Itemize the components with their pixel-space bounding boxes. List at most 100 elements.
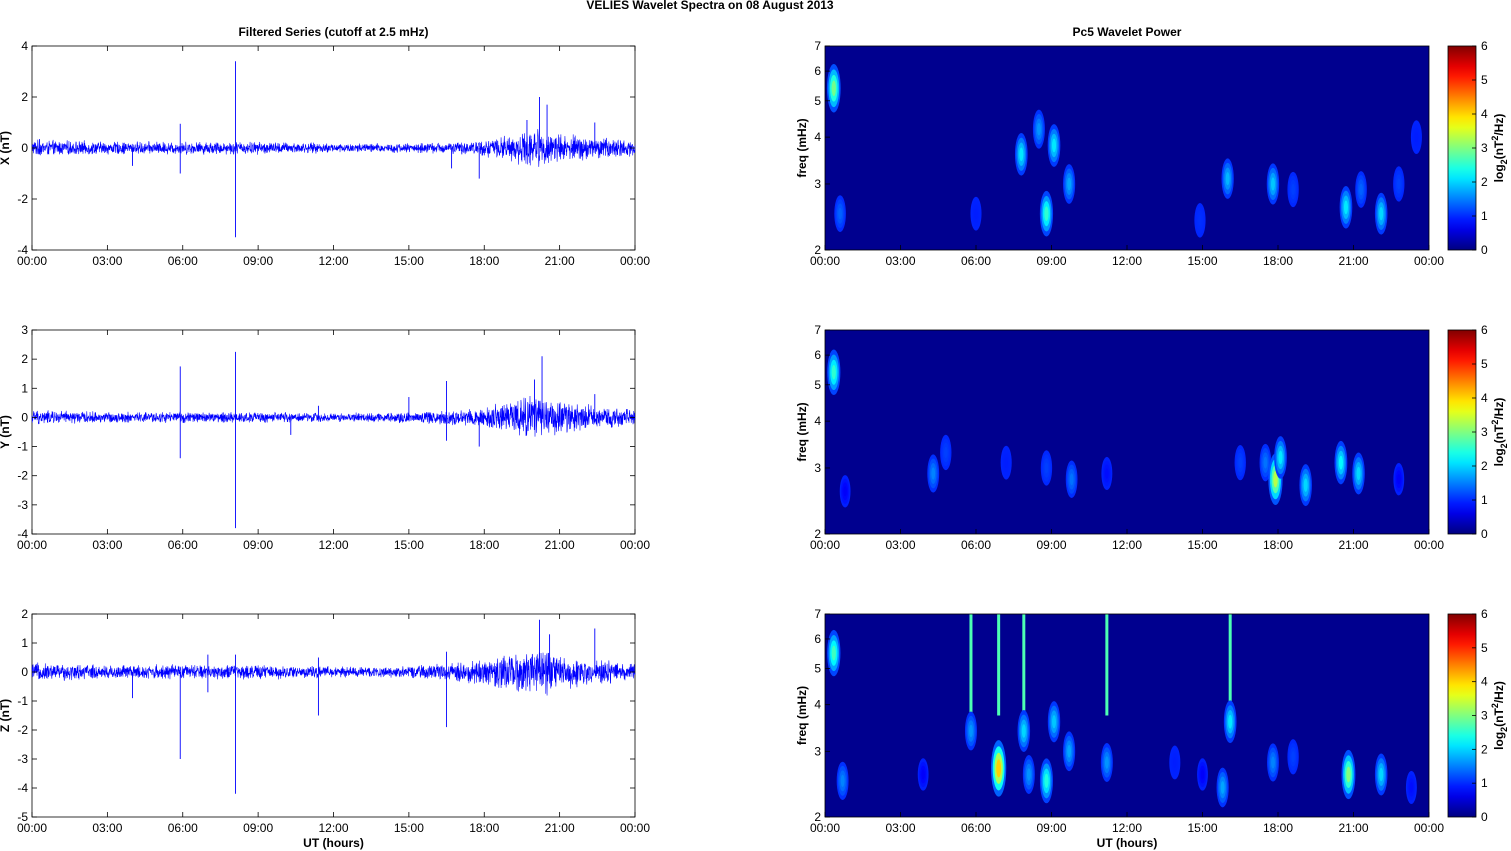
colorbar-gradient bbox=[1447, 613, 1477, 818]
y-tick-label: -3 bbox=[17, 498, 28, 512]
x-tick-label: 06:00 bbox=[168, 538, 198, 552]
colorbar-tick-label: 3 bbox=[1481, 141, 1488, 155]
y-axis-label: X (nT) bbox=[0, 131, 12, 165]
power-blob bbox=[1303, 478, 1308, 492]
label-part: 2 bbox=[1499, 727, 1509, 732]
x-tick-label: 18:00 bbox=[1263, 821, 1293, 835]
y-tick-label: 2 bbox=[814, 810, 821, 824]
y-tick-label: 2 bbox=[814, 243, 821, 257]
label-part: log bbox=[1492, 448, 1506, 466]
power-background bbox=[825, 46, 1429, 250]
x-tick-label: 09:00 bbox=[243, 538, 273, 552]
timeseries-panel-z: -5 -4 -3 -2 -1 0 1 2 00:00 03:00 06:00 09:00 12:00 15… bbox=[0, 607, 650, 850]
x-tick-label: 21:00 bbox=[1338, 538, 1368, 552]
power-blob bbox=[1036, 122, 1041, 136]
y-tick-label: -1 bbox=[17, 440, 28, 454]
colorbar-label: log2(nT2/Hz) bbox=[1490, 681, 1509, 750]
colorbar-tick-label: 3 bbox=[1481, 425, 1488, 439]
x-tick-label: 09:00 bbox=[243, 254, 273, 268]
power-blob bbox=[1379, 206, 1384, 221]
y-tick-label: 3 bbox=[814, 461, 821, 475]
y-tick-label: -3 bbox=[17, 752, 28, 766]
label-part: /Hz) bbox=[1492, 681, 1506, 703]
x-tick-label: 12:00 bbox=[1112, 254, 1142, 268]
y-axis-label: freq (mHz) bbox=[795, 118, 809, 177]
colorbar-tick-label: 1 bbox=[1481, 493, 1488, 507]
x-tick-label: 18:00 bbox=[1263, 538, 1293, 552]
colorbar-tick-label: 2 bbox=[1481, 742, 1488, 756]
plot-area bbox=[31, 329, 636, 535]
plot-area bbox=[31, 613, 636, 818]
label-part: log bbox=[1492, 164, 1506, 182]
x-tick-label: 00:00 bbox=[620, 821, 650, 835]
label-part: /Hz) bbox=[1492, 398, 1506, 420]
x-tick-label: 00:00 bbox=[810, 821, 840, 835]
power-blob bbox=[1052, 715, 1057, 729]
x-tick-label: 09:00 bbox=[1036, 254, 1066, 268]
y-tick-label: -2 bbox=[17, 469, 28, 483]
power-streak bbox=[1022, 614, 1026, 716]
colorbar-tick-label: 2 bbox=[1481, 175, 1488, 189]
power-blob bbox=[943, 446, 948, 459]
colorbar-tick-label: 0 bbox=[1481, 243, 1488, 257]
label-part: 2 bbox=[1499, 443, 1509, 448]
y-tick-label: 7 bbox=[814, 39, 821, 53]
x-tick-label: 03:00 bbox=[885, 254, 915, 268]
x-tick-label: 06:00 bbox=[961, 538, 991, 552]
y-axis-label: freq (mHz) bbox=[795, 686, 809, 745]
colorbar-tick-label: 4 bbox=[1481, 391, 1488, 405]
power-blob bbox=[1291, 183, 1295, 196]
power-background bbox=[825, 330, 1429, 534]
power-blob bbox=[1273, 470, 1278, 488]
y-tick-label: 5 bbox=[814, 94, 821, 108]
x-axis-label: UT (hours) bbox=[303, 836, 364, 850]
y-axis-label: freq (mHz) bbox=[795, 402, 809, 461]
x-tick-label: 12:00 bbox=[1112, 821, 1142, 835]
label-part: 2 bbox=[1490, 703, 1500, 708]
power-blob bbox=[1278, 450, 1283, 465]
power-blob bbox=[1019, 147, 1024, 162]
x-tick-label: 03:00 bbox=[885, 821, 915, 835]
power-blob bbox=[1359, 183, 1363, 196]
timeseries-panel-y: -4 -3 -2 -1 0 1 2 3 00:00 03:00 06:00 09:00 12:00 15:… bbox=[0, 323, 650, 552]
colorbar-label: log2(nT2/Hz) bbox=[1490, 114, 1509, 183]
power-blob bbox=[974, 208, 978, 220]
x-tick-label: 18:00 bbox=[1263, 254, 1293, 268]
x-tick-label: 12:00 bbox=[1112, 538, 1142, 552]
power-blob bbox=[1069, 473, 1074, 486]
x-tick-label: 21:00 bbox=[545, 538, 575, 552]
y-tick-label: -2 bbox=[17, 192, 28, 206]
x-tick-label: 09:00 bbox=[243, 821, 273, 835]
colorbar-tick-label: 6 bbox=[1481, 607, 1488, 621]
colorbar-gradient bbox=[1447, 45, 1477, 251]
x-tick-label: 00:00 bbox=[17, 254, 47, 268]
x-tick-label: 00:00 bbox=[17, 821, 47, 835]
y-tick-label: 7 bbox=[814, 607, 821, 621]
x-tick-label: 03:00 bbox=[92, 821, 122, 835]
power-blob bbox=[1044, 773, 1049, 789]
x-tick-label: 06:00 bbox=[961, 821, 991, 835]
y-tick-label: 3 bbox=[21, 323, 28, 337]
power-blob bbox=[1051, 138, 1057, 153]
y-tick-label: 6 bbox=[814, 348, 821, 362]
colorbar-tick-label: 6 bbox=[1481, 39, 1488, 53]
power-blob bbox=[1356, 466, 1361, 481]
power-streak bbox=[969, 614, 973, 716]
y-tick-label: 2 bbox=[21, 90, 28, 104]
y-tick-label: 3 bbox=[814, 744, 821, 758]
x-tick-label: 00:00 bbox=[1414, 538, 1444, 552]
x-tick-label: 15:00 bbox=[1187, 254, 1217, 268]
label-part: /Hz) bbox=[1492, 114, 1506, 136]
power-background bbox=[825, 614, 1429, 817]
y-tick-label: 4 bbox=[814, 698, 821, 712]
y-tick-label: -5 bbox=[17, 810, 28, 824]
power-blob bbox=[1200, 769, 1205, 780]
colorbar-tick-label: 1 bbox=[1481, 209, 1488, 223]
y-tick-label: 0 bbox=[21, 410, 28, 424]
power-blob bbox=[1414, 131, 1419, 143]
power-blob bbox=[1004, 457, 1008, 469]
power-blob bbox=[921, 769, 925, 780]
power-blob bbox=[996, 759, 1002, 778]
